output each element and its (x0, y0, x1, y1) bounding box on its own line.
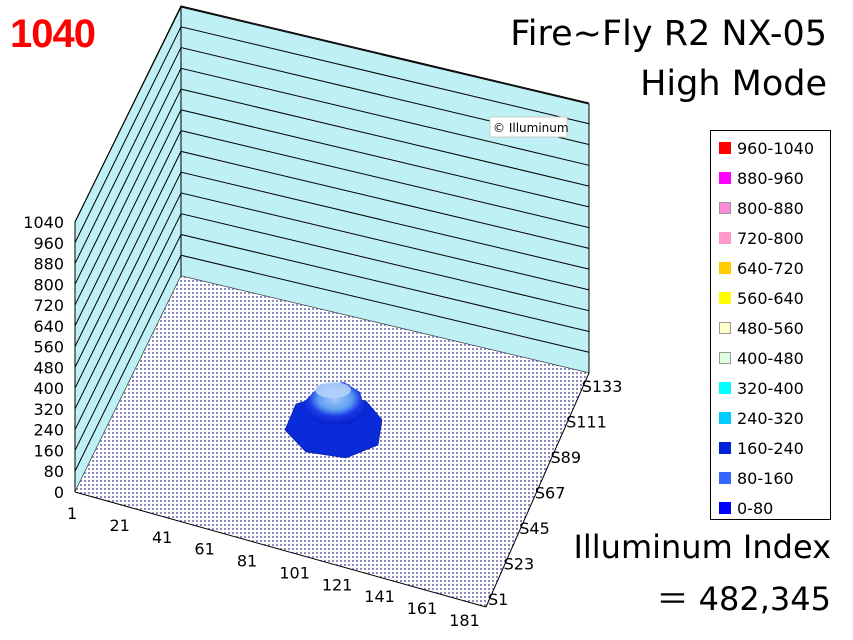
chart-title: Fire~Fly R2 NX-05 (510, 14, 827, 54)
z-tick-label: 560 (33, 338, 64, 357)
legend-swatch (719, 412, 731, 424)
y-tick-label: S89 (550, 448, 581, 467)
legend-item: 560-640 (719, 287, 804, 309)
legend-item: 80-160 (719, 467, 794, 489)
x-tick-label: 1 (67, 504, 77, 523)
legend-swatch (719, 202, 731, 214)
legend-label: 400-480 (737, 348, 804, 368)
wall-gridline (74, 26, 590, 243)
legend-swatch (719, 142, 731, 154)
x-tick-label: 181 (449, 611, 480, 630)
y-tick-label: S67 (535, 484, 566, 503)
legend-label: 240-320 (737, 408, 804, 428)
wall-gridline (74, 130, 590, 347)
x-tick-label: 141 (364, 587, 395, 606)
legend-label: 640-720 (737, 258, 804, 278)
svg-text:© Illuminum: © Illuminum (493, 121, 569, 135)
y-tick-label: S23 (504, 555, 535, 574)
legend-label: 720-800 (737, 228, 804, 248)
z-tick-label: 640 (33, 317, 64, 336)
legend-swatch (719, 442, 731, 454)
wall-gridline (74, 192, 590, 410)
legend-item: 240-320 (719, 407, 804, 429)
wall-gridline (74, 46, 590, 264)
wall-gridline (74, 5, 590, 223)
wall-gridline (74, 67, 590, 285)
peak-value-label: 1040 (10, 12, 96, 56)
y-tick-label: S1 (488, 590, 508, 609)
wall-gridline (74, 171, 590, 389)
legend-label: 880-960 (737, 168, 804, 188)
x-tick-label: 81 (237, 552, 257, 571)
legend-item: 400-480 (719, 347, 804, 369)
y-tick-label: S111 (566, 413, 607, 432)
legend-item: 160-240 (719, 437, 804, 459)
surface-peak (284, 382, 383, 459)
wall-gridline (74, 213, 590, 430)
y-tick-label: S45 (519, 519, 550, 538)
index-label: Illuminum Index (573, 528, 831, 566)
x-tick-label: 121 (322, 575, 353, 594)
legend-swatch (719, 292, 731, 304)
legend-swatch (719, 472, 731, 484)
legend-label: 960-1040 (737, 138, 815, 158)
legend-label: 320-400 (737, 378, 804, 398)
legend-label: 800-880 (737, 198, 804, 218)
legend-swatch (719, 352, 731, 364)
legend-label: 480-560 (737, 318, 804, 338)
z-tick-label: 1040 (23, 213, 64, 232)
legend-label: 0-80 (737, 498, 774, 518)
wall-gridline (74, 150, 590, 368)
legend-swatch (719, 232, 731, 244)
x-tick-label: 21 (109, 516, 129, 535)
legend-item: 800-880 (719, 197, 804, 219)
legend-swatch (719, 322, 731, 334)
x-axis-line (74, 491, 487, 608)
legend-label: 80-160 (737, 468, 794, 488)
z-tick-label: 480 (33, 358, 64, 377)
wall-gridlines (74, 5, 590, 472)
z-tick-label: 400 (33, 379, 64, 398)
z-tick-label: 160 (33, 441, 64, 460)
legend-label: 160-240 (737, 438, 804, 458)
watermark: © Illuminum (489, 116, 569, 138)
legend-item: 720-800 (719, 227, 804, 249)
z-tick-label: 0 (54, 483, 64, 502)
legend-item: 0-80 (719, 497, 773, 519)
legend-item: 880-960 (719, 167, 804, 189)
z-tick-label: 880 (33, 255, 64, 274)
z-tick-label: 800 (33, 275, 64, 294)
x-tick-label: 41 (152, 528, 172, 547)
x-tick-label: 61 (194, 540, 214, 559)
legend-item: 320-400 (719, 377, 804, 399)
y-axis-line (485, 372, 590, 608)
y-tick-label: S133 (582, 377, 623, 396)
legend-item: 480-560 (719, 317, 804, 339)
z-tick-label: 960 (33, 234, 64, 253)
wall-gridline (74, 88, 590, 306)
chart-subtitle: High Mode (640, 64, 827, 104)
x-tick-label: 101 (279, 563, 310, 582)
z-tick-label: 80 (44, 462, 64, 481)
legend-swatch (719, 262, 731, 274)
wall-gridline (74, 233, 590, 451)
index-value: ＝ 482,345 (656, 580, 831, 618)
z-tick-label: 720 (33, 296, 64, 315)
legend-swatch (719, 382, 731, 394)
legend-label: 560-640 (737, 288, 804, 308)
legend-item: 640-720 (719, 257, 804, 279)
x-tick-label: 161 (407, 599, 438, 618)
z-tick-label: 240 (33, 421, 64, 440)
y-axis-ticks: S1 S23 S45 S67 S89 S111 S133 (488, 377, 622, 609)
legend-item: 960-1040 (719, 137, 814, 159)
legend: 960-1040 880-960 800-880 720-800 640-720 560-… (710, 130, 831, 520)
legend-swatch (719, 172, 731, 184)
wall-gridline (74, 254, 590, 472)
wall-gridline (74, 109, 590, 327)
legend-swatch (719, 502, 731, 514)
z-tick-label: 320 (33, 400, 64, 419)
